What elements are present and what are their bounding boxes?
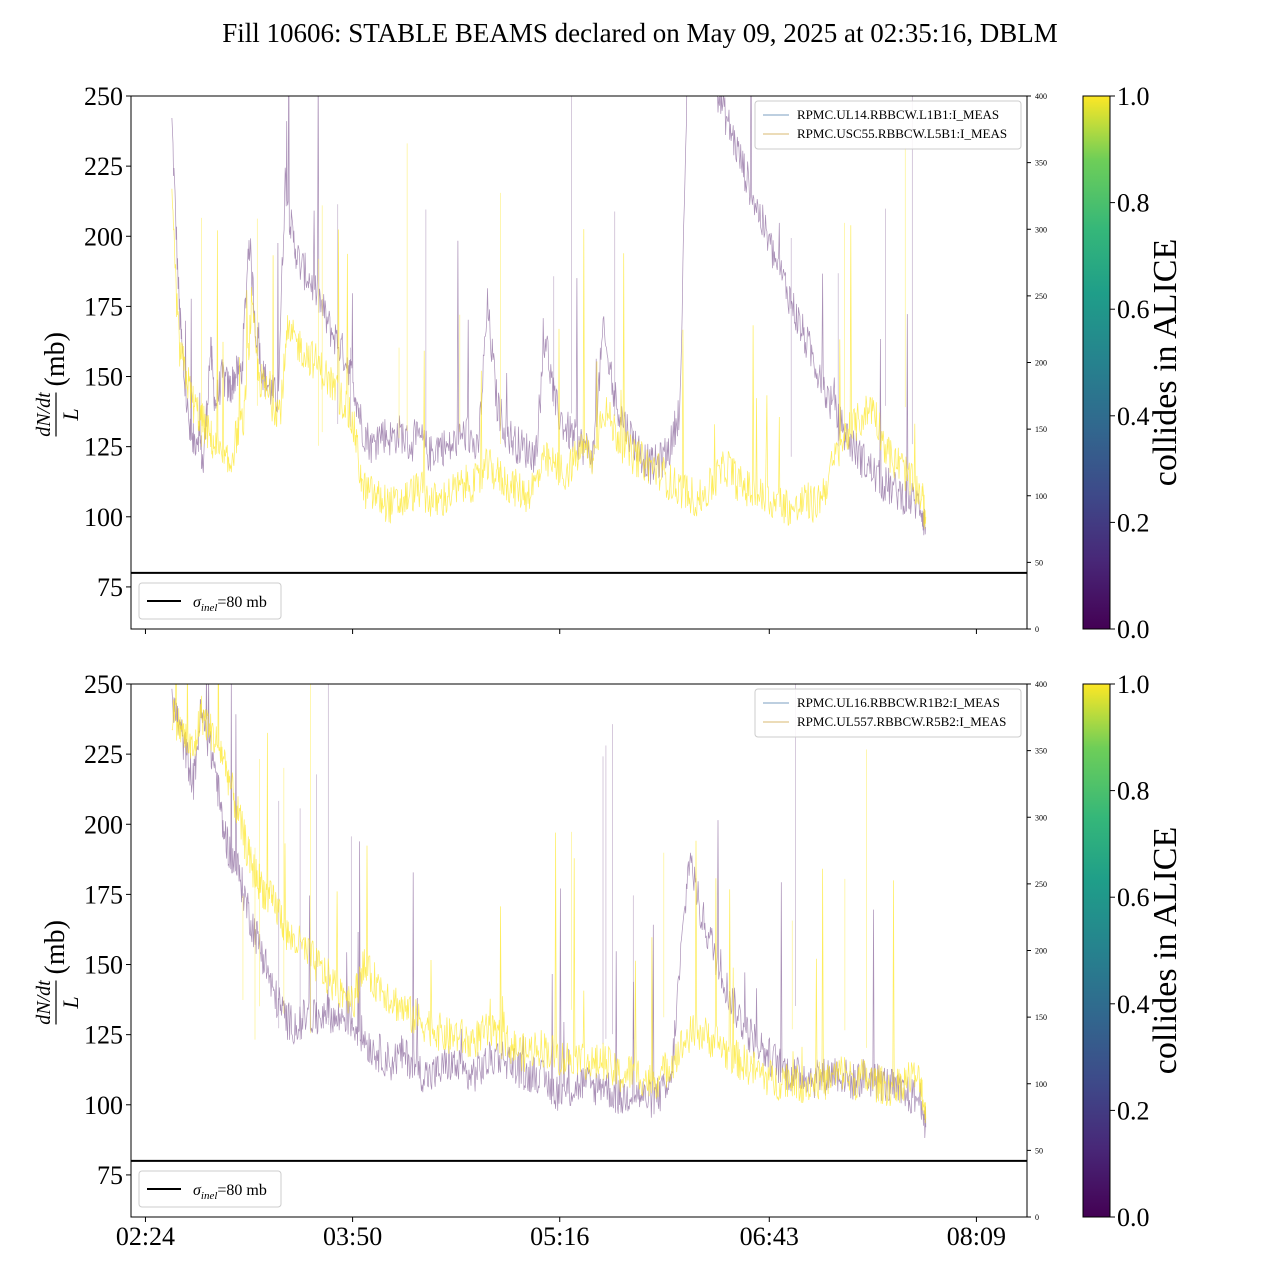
reference-legend-box: [138, 1170, 282, 1208]
ytick-label: 225: [84, 740, 123, 769]
ytick-label: 150: [84, 363, 123, 392]
y2tick-label: 100: [1035, 1080, 1047, 1089]
colorbar-tick-label: 1.0: [1117, 670, 1150, 699]
y-axis-label: dN/dt L (mb): [33, 332, 83, 437]
colorbar-label: collides in ALICE: [1147, 827, 1184, 1074]
ytick-label: 75: [97, 573, 123, 602]
series-group: [171, 684, 927, 1139]
y2tick-label: 100: [1035, 492, 1047, 501]
bottom-panel: 75 100 125 150 175 200 225 250 0 50 100 150 200 250 30…: [33, 670, 1047, 1251]
ytick-label: 150: [84, 951, 123, 980]
ylabel-unit: (mb): [40, 332, 71, 386]
colorbar-tick-label: 0.0: [1117, 1203, 1150, 1232]
colorbar-label: collides in ALICE: [1147, 239, 1184, 486]
series-1-trace: [171, 188, 927, 529]
colorbar-tick-label: 0.4: [1117, 990, 1150, 1019]
legend-entry: RPMC.USC55.RBBCW.L5B1:I_MEAS: [797, 126, 1007, 141]
xtick-label: 05:16: [530, 1222, 589, 1251]
colorbar-tick-label: 0.4: [1117, 402, 1150, 431]
legend-box: [754, 688, 1022, 738]
colorbar-tick-label: 0.8: [1117, 777, 1150, 806]
ytick-label: 125: [84, 433, 123, 462]
colorbar-tick-label: 0.8: [1117, 189, 1150, 218]
colorbar-tick-label: 0.0: [1117, 615, 1150, 644]
colorbar-tick-label: 0.6: [1117, 295, 1150, 324]
y2tick-label: 0: [1035, 1213, 1039, 1222]
ytick-label: 175: [84, 880, 123, 909]
y2tick-label: 250: [1035, 880, 1047, 889]
legend-entry: RPMC.UL16.RBBCW.R1B2:I_MEAS: [797, 695, 1000, 710]
ytick-label: 225: [84, 152, 123, 181]
top-panel: 75 100 125 150 175 200 225 250 0 50 100 150 200 250 30…: [33, 82, 1047, 634]
series-legend: RPMC.UL16.RBBCW.R1B2:I_MEAS RPMC.UL557.RB…: [754, 688, 1022, 738]
ytick-label: 75: [97, 1161, 123, 1190]
colorbar-tick-label: 0.2: [1117, 508, 1150, 537]
series-group: [171, 96, 927, 536]
ylabel-numerator: dN/dt: [33, 980, 55, 1025]
y2tick-label: 150: [1035, 1013, 1047, 1022]
y2tick-label: 0: [1035, 625, 1039, 634]
reference-legend: σinel=80 mb: [138, 582, 282, 620]
ytick-label: 200: [84, 810, 123, 839]
reference-legend-label: σinel=80 mb: [193, 1182, 267, 1202]
ylabel-denominator: L: [58, 408, 83, 421]
y2tick-label: 400: [1035, 680, 1047, 689]
y2tick-label: 400: [1035, 92, 1047, 101]
colorbar-gradient: [1082, 95, 1111, 630]
colorbar-tick-label: 0.2: [1117, 1096, 1150, 1125]
xtick-label: 02:24: [116, 1222, 175, 1251]
y2tick-label: 350: [1035, 159, 1047, 168]
reference-legend: σinel=80 mb: [138, 1170, 282, 1208]
colorbar-tick-label: 0.6: [1117, 883, 1150, 912]
xtick-label: 03:50: [323, 1222, 382, 1251]
colorbar-tick-label: 1.0: [1117, 82, 1150, 111]
top-colorbar: 0.0 0.2 0.4 0.6 0.8 1.0 collides in ALICE: [1082, 82, 1184, 644]
figure-title: Fill 10606: STABLE BEAMS declared on May…: [222, 18, 1058, 48]
y2tick-label: 250: [1035, 292, 1047, 301]
y2tick-label: 50: [1035, 1146, 1043, 1155]
y-axis-label: dN/dt L (mb): [33, 920, 83, 1025]
y2tick-label: 50: [1035, 558, 1043, 567]
y2tick-label: 200: [1035, 359, 1047, 368]
bottom-colorbar: 0.0 0.2 0.4 0.6 0.8 1.0 collides in ALICE: [1082, 670, 1184, 1232]
ylabel-denominator: L: [58, 996, 83, 1009]
colorbar-gradient: [1082, 683, 1111, 1218]
ytick-label: 250: [84, 670, 123, 699]
series-0-trace: [171, 684, 927, 1139]
ylabel-numerator: dN/dt: [33, 392, 55, 437]
ytick-label: 250: [84, 82, 123, 111]
y2tick-label: 300: [1035, 225, 1047, 234]
ytick-label: 100: [84, 503, 123, 532]
ytick-label: 175: [84, 292, 123, 321]
y2tick-label: 150: [1035, 425, 1047, 434]
legend-box: [754, 100, 1022, 150]
ytick-label: 200: [84, 222, 123, 251]
y2tick-label: 350: [1035, 747, 1047, 756]
series-legend: RPMC.UL14.RBBCW.L1B1:I_MEAS RPMC.USC55.RB…: [754, 100, 1022, 150]
reference-legend-box: [138, 582, 282, 620]
ylabel-unit: (mb): [40, 920, 71, 974]
y2tick-label: 200: [1035, 947, 1047, 956]
xtick-label: 06:43: [740, 1222, 799, 1251]
reference-legend-label: σinel=80 mb: [193, 594, 267, 614]
legend-entry: RPMC.UL557.RBBCW.R5B2:I_MEAS: [797, 714, 1006, 729]
xtick-label: 08:09: [947, 1222, 1006, 1251]
series-1-trace: [171, 684, 927, 1124]
ytick-label: 100: [84, 1091, 123, 1120]
series-0-trace: [171, 96, 927, 536]
y2tick-label: 300: [1035, 813, 1047, 822]
axes-frame: [130, 95, 1028, 630]
legend-entry: RPMC.UL14.RBBCW.L1B1:I_MEAS: [797, 107, 999, 122]
ytick-label: 125: [84, 1021, 123, 1050]
